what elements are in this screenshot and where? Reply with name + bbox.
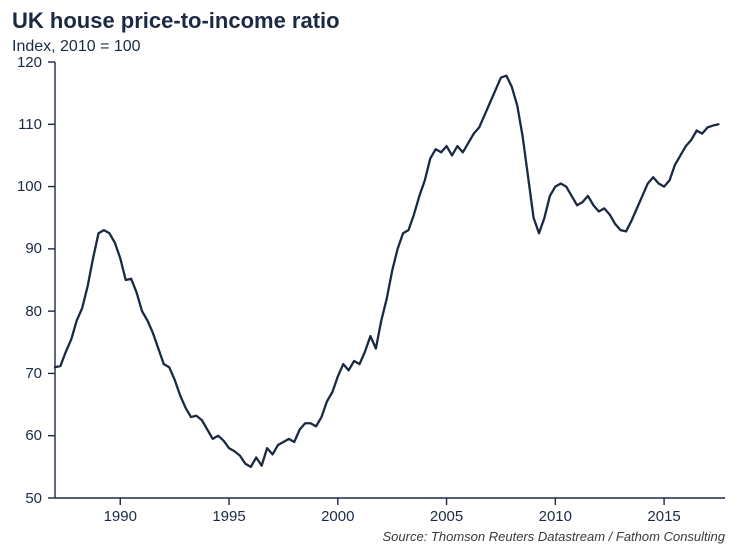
chart-container: UK house price-to-income ratio Index, 20… <box>0 0 745 550</box>
y-tick-label: 120 <box>0 54 42 71</box>
y-tick-label: 50 <box>0 490 42 507</box>
y-tick-label: 70 <box>0 365 42 382</box>
chart-svg <box>0 0 745 550</box>
x-tick-label: 2015 <box>634 508 694 525</box>
y-tick-label: 80 <box>0 303 42 320</box>
series-line <box>55 76 718 467</box>
x-tick-label: 2005 <box>417 508 477 525</box>
y-tick-label: 60 <box>0 427 42 444</box>
source-label: Source: Thomson Reuters Datastream / Fat… <box>383 529 725 544</box>
x-tick-label: 2010 <box>525 508 585 525</box>
x-tick-label: 1995 <box>199 508 259 525</box>
y-tick-label: 100 <box>0 178 42 195</box>
y-tick-label: 110 <box>0 116 42 133</box>
x-tick-label: 2000 <box>308 508 368 525</box>
y-tick-label: 90 <box>0 240 42 257</box>
x-tick-label: 1990 <box>90 508 150 525</box>
